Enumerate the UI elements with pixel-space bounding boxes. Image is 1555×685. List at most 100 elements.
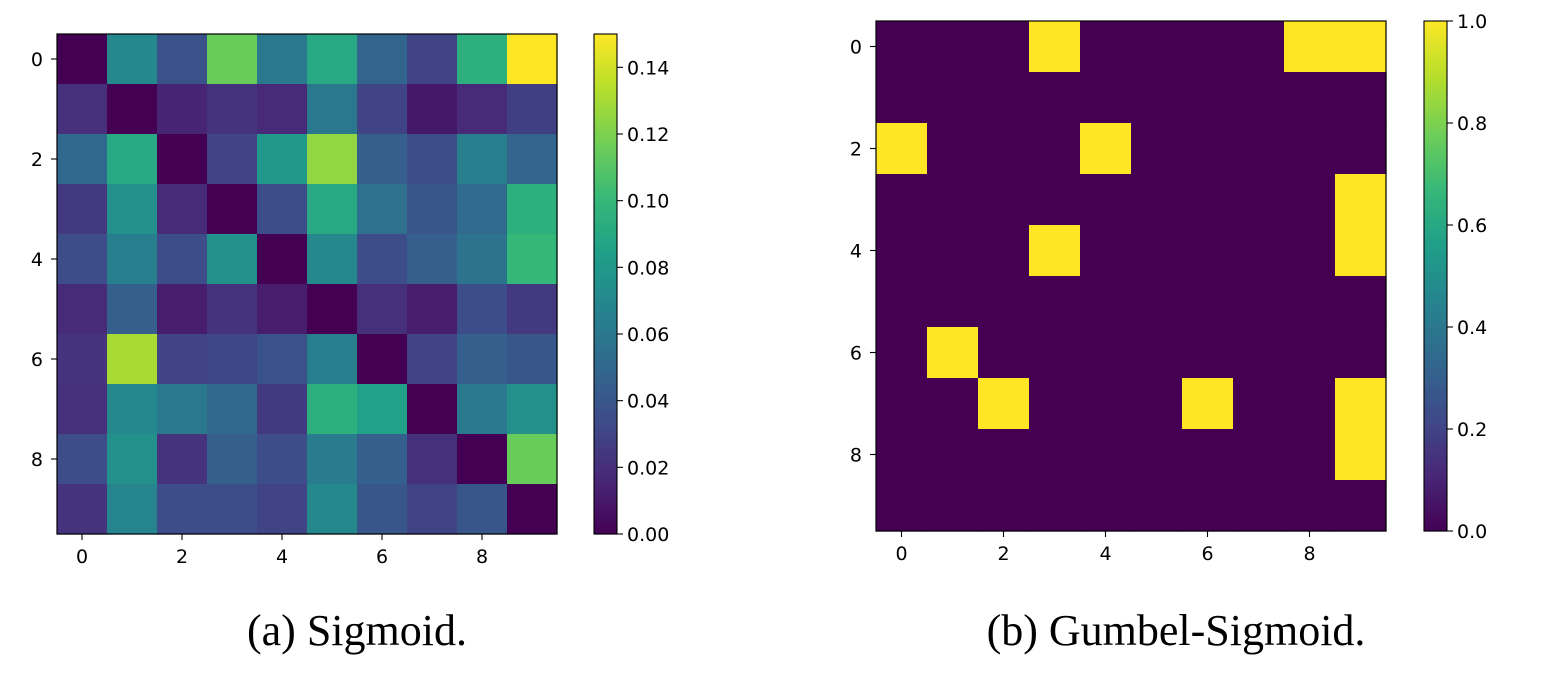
x-tick-label-gumbel: 8 <box>1303 543 1315 565</box>
colorbar-segment-gumbel <box>1424 423 1447 430</box>
colorbar-segment-sigmoid <box>594 269 617 275</box>
colorbar-segment-sigmoid <box>594 89 617 95</box>
colorbar-tick-label-sigmoid: 0.10 <box>627 191 669 213</box>
colorbar-segment-gumbel <box>1424 306 1447 313</box>
colorbar-segment-sigmoid <box>594 529 617 535</box>
heatmap-cell-sigmoid <box>407 334 458 385</box>
colorbar-tick-label-sigmoid: 0.06 <box>627 324 669 346</box>
colorbar-segment-gumbel <box>1424 214 1447 221</box>
colorbar-segment-sigmoid <box>594 484 617 490</box>
heatmap-cell-sigmoid <box>457 234 508 285</box>
heatmap-cell-gumbel <box>1080 123 1132 175</box>
colorbar-segment-sigmoid <box>594 39 617 45</box>
heatmap-cell-sigmoid <box>57 184 108 235</box>
colorbar-tick-label-gumbel: 0.4 <box>1457 317 1487 339</box>
heatmap-cell-gumbel <box>1080 480 1132 532</box>
colorbar-segment-sigmoid <box>594 64 617 70</box>
colorbar-segment-sigmoid <box>594 169 617 175</box>
heatmap-cell-gumbel <box>1182 225 1234 277</box>
heatmap-cell-gumbel <box>1284 21 1336 73</box>
colorbar-segment-gumbel <box>1424 413 1447 420</box>
heatmap-cell-sigmoid <box>57 84 108 135</box>
colorbar-segment-sigmoid <box>594 364 617 370</box>
colorbar-segment-sigmoid <box>594 59 617 65</box>
colorbar-segment-gumbel <box>1424 490 1447 496</box>
heatmap-cell-gumbel <box>978 378 1030 430</box>
colorbar-segment-gumbel <box>1424 250 1447 257</box>
heatmap-cell-gumbel <box>1080 174 1132 226</box>
heatmap-cell-sigmoid <box>307 234 358 285</box>
colorbar-segment-gumbel <box>1424 174 1447 180</box>
colorbar-segment-sigmoid <box>594 444 617 450</box>
colorbar-segment-gumbel <box>1424 286 1447 292</box>
colorbar-segment-gumbel <box>1424 378 1447 384</box>
colorbar-segment-gumbel <box>1424 199 1447 206</box>
x-tick-label-gumbel: 6 <box>1201 543 1213 565</box>
heatmap-cell-sigmoid <box>257 384 308 435</box>
heatmap-cell-sigmoid <box>157 234 208 285</box>
colorbar-tick-label-sigmoid: 0.00 <box>627 524 669 546</box>
heatmap-cell-sigmoid <box>207 434 258 485</box>
heatmap-cell-sigmoid <box>107 384 158 435</box>
heatmap-cell-gumbel <box>1029 429 1081 481</box>
colorbar-segment-sigmoid <box>594 204 617 210</box>
heatmap-cell-gumbel <box>1131 225 1183 277</box>
heatmap-cell-sigmoid <box>257 134 308 185</box>
heatmap-cell-sigmoid <box>507 434 558 485</box>
heatmap-cell-gumbel <box>927 378 979 430</box>
colorbar-segment-sigmoid <box>594 124 617 130</box>
colorbar-segment-sigmoid <box>594 254 617 260</box>
heatmap-cell-sigmoid <box>57 34 108 85</box>
heatmap-cell-gumbel <box>1233 276 1285 328</box>
colorbar-segment-gumbel <box>1424 515 1447 522</box>
y-tick-label-sigmoid: 2 <box>31 149 43 171</box>
heatmap-cell-sigmoid <box>257 284 308 335</box>
heatmap-cell-sigmoid <box>207 134 258 185</box>
colorbar-segment-gumbel <box>1424 138 1447 144</box>
colorbar-segment-gumbel <box>1424 444 1447 450</box>
heatmap-cell-gumbel <box>876 429 928 481</box>
heatmap-cell-sigmoid <box>57 434 108 485</box>
heatmap-cell-sigmoid <box>207 284 258 335</box>
heatmap-cell-sigmoid <box>207 334 258 385</box>
heatmap-cell-gumbel <box>978 327 1030 379</box>
colorbar-tick-label-gumbel: 0.0 <box>1457 521 1487 543</box>
colorbar-segment-sigmoid <box>594 419 617 425</box>
caption-sigmoid: (a) Sigmoid. <box>247 606 467 655</box>
colorbar-segment-sigmoid <box>594 414 617 420</box>
x-tick-label-sigmoid: 2 <box>176 546 188 568</box>
colorbar-segment-gumbel <box>1424 352 1447 359</box>
colorbar-segment-gumbel <box>1424 434 1447 440</box>
heatmap-cell-gumbel <box>978 72 1030 124</box>
heatmap-cell-sigmoid <box>407 134 458 185</box>
colorbar-tick-label-sigmoid: 0.04 <box>627 391 669 413</box>
heatmap-cell-sigmoid <box>257 234 308 285</box>
heatmap-cell-gumbel <box>1080 327 1132 379</box>
heatmap-cell-gumbel <box>927 21 979 73</box>
heatmap-cell-gumbel <box>876 276 928 328</box>
colorbar-segment-sigmoid <box>594 464 617 470</box>
heatmap-cell-gumbel <box>1284 72 1336 124</box>
colorbar-segment-sigmoid <box>594 179 617 185</box>
colorbar-segment-sigmoid <box>594 184 617 190</box>
colorbar-segment-sigmoid <box>594 134 617 140</box>
colorbar-segment-gumbel <box>1424 505 1447 512</box>
heatmap-cell-gumbel <box>978 276 1030 328</box>
heatmap-cell-sigmoid <box>407 484 458 535</box>
colorbar-segment-sigmoid <box>594 174 617 180</box>
heatmap-cell-gumbel <box>1233 429 1285 481</box>
heatmap-cell-gumbel <box>1131 174 1183 226</box>
heatmap-cell-sigmoid <box>57 284 108 335</box>
heatmap-cell-gumbel <box>1182 174 1234 226</box>
colorbar-segment-gumbel <box>1424 143 1447 150</box>
colorbar-frame-sigmoid <box>593 33 618 535</box>
colorbar-segment-sigmoid <box>594 474 617 480</box>
heatmap-cell-sigmoid <box>207 384 258 435</box>
heatmap-cell-gumbel <box>1131 480 1183 532</box>
colorbar-segment-sigmoid <box>594 469 617 475</box>
heatmap-cell-gumbel <box>1284 123 1336 175</box>
heatmap-cell-sigmoid <box>357 334 408 385</box>
colorbar-segment-gumbel <box>1424 168 1447 175</box>
heatmap-cell-gumbel <box>1233 327 1285 379</box>
heatmap-cell-sigmoid <box>107 134 158 185</box>
